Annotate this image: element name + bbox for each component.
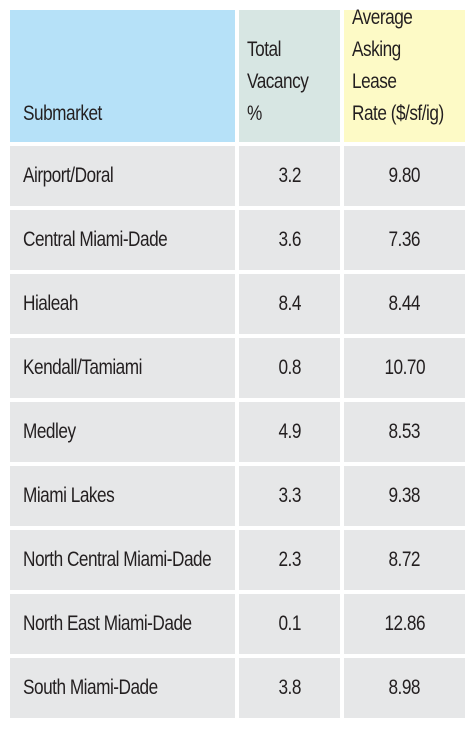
submarket-cell: North Central Miami-Dade xyxy=(10,530,235,590)
table-row: Airport/Doral 3.2 9.80 xyxy=(10,146,465,206)
header-vacancy-line2: Vacancy % xyxy=(247,70,309,125)
vacancy-cell: 4.9 xyxy=(239,402,340,462)
lease-rate-cell: 7.36 xyxy=(344,210,465,270)
table-row: North East Miami-Dade 0.1 12.86 xyxy=(10,594,465,654)
vacancy-cell: 3.2 xyxy=(239,146,340,206)
header-submarket: Submarket xyxy=(10,10,235,142)
header-submarket-label: Submarket xyxy=(23,102,102,125)
lease-rate-cell: 8.72 xyxy=(344,530,465,590)
submarket-cell-text: Hialeah xyxy=(23,292,78,315)
lease-rate-cell: 9.80 xyxy=(344,146,465,206)
header-rate-line2: Asking Lease xyxy=(352,38,401,93)
table-row: South Miami-Dade 3.8 8.98 xyxy=(10,658,465,718)
vacancy-cell-text: 2.3 xyxy=(278,548,301,571)
table-row: North Central Miami-Dade 2.3 8.72 xyxy=(10,530,465,590)
vacancy-cell-text: 3.8 xyxy=(278,676,301,699)
submarket-cell: Miami Lakes xyxy=(10,466,235,526)
vacancy-cell: 3.6 xyxy=(239,210,340,270)
lease-rate-cell-text: 10.70 xyxy=(384,356,425,379)
header-average-asking-lease-rate: Average Asking Lease Rate ($/sf/ig) xyxy=(344,6,465,142)
submarket-cell-text: North East Miami-Dade xyxy=(23,612,192,635)
table-body: Airport/Doral 3.2 9.80 Central Miami-Dade 3.… xyxy=(10,146,465,718)
lease-rate-cell: 10.70 xyxy=(344,338,465,398)
lease-rate-cell: 12.86 xyxy=(344,594,465,654)
table-row: Miami Lakes 3.3 9.38 xyxy=(10,466,465,526)
vacancy-cell: 0.8 xyxy=(239,338,340,398)
submarket-cell: North East Miami-Dade xyxy=(10,594,235,654)
submarket-cell: Airport/Doral xyxy=(10,146,235,206)
lease-rate-cell-text: 8.98 xyxy=(388,676,421,699)
submarket-cell-text: Central Miami-Dade xyxy=(23,228,168,251)
vacancy-cell-text: 3.3 xyxy=(278,484,301,507)
vacancy-cell: 3.3 xyxy=(239,466,340,526)
vacancy-cell-text: 3.2 xyxy=(278,164,301,187)
vacancy-cell: 2.3 xyxy=(239,530,340,590)
vacancy-cell-text: 0.1 xyxy=(278,612,301,635)
submarket-cell: South Miami-Dade xyxy=(10,658,235,718)
lease-rate-cell: 8.44 xyxy=(344,274,465,334)
lease-rate-cell-text: 9.80 xyxy=(388,164,421,187)
lease-rate-cell-text: 8.53 xyxy=(388,420,421,443)
lease-rate-cell-text: 8.72 xyxy=(388,548,421,571)
vacancy-cell-text: 4.9 xyxy=(278,420,301,443)
lease-rate-cell: 8.98 xyxy=(344,658,465,718)
table-row: Hialeah 8.4 8.44 xyxy=(10,274,465,334)
table-row: Central Miami-Dade 3.6 7.36 xyxy=(10,210,465,270)
submarket-cell: Central Miami-Dade xyxy=(10,210,235,270)
vacancy-cell-text: 3.6 xyxy=(278,228,301,251)
submarket-cell: Hialeah xyxy=(10,274,235,334)
submarket-cell-text: Miami Lakes xyxy=(23,484,115,507)
header-total-vacancy: Total Vacancy % xyxy=(239,10,340,142)
lease-rate-cell-text: 8.44 xyxy=(388,292,421,315)
vacancy-cell-text: 0.8 xyxy=(278,356,301,379)
table-row: Medley 4.9 8.53 xyxy=(10,402,465,462)
lease-rate-cell: 8.53 xyxy=(344,402,465,462)
vacancy-cell: 3.8 xyxy=(239,658,340,718)
lease-rate-cell-text: 12.86 xyxy=(384,612,425,635)
lease-rate-cell: 9.38 xyxy=(344,466,465,526)
header-rate-line1: Average xyxy=(352,6,413,29)
header-total-vacancy-label: Total Vacancy % xyxy=(247,34,323,130)
table-row: Kendall/Tamiami 0.8 10.70 xyxy=(10,338,465,398)
submarket-cell-text: Medley xyxy=(23,420,76,443)
header-rate-line3: Rate ($/sf/ig) xyxy=(352,102,444,125)
header-vacancy-line1: Total xyxy=(247,38,281,61)
lease-rate-cell-text: 7.36 xyxy=(388,228,421,251)
submarket-table: Submarket Total Vacancy % Average Asking… xyxy=(10,6,465,722)
submarket-cell-text: Airport/Doral xyxy=(23,164,114,187)
vacancy-cell: 0.1 xyxy=(239,594,340,654)
submarket-cell-text: Kendall/Tamiami xyxy=(23,356,142,379)
vacancy-cell: 8.4 xyxy=(239,274,340,334)
header-rate-label: Average Asking Lease Rate ($/sf/ig) xyxy=(352,2,445,130)
submarket-cell-text: South Miami-Dade xyxy=(23,676,158,699)
submarket-cell: Medley xyxy=(10,402,235,462)
submarket-cell-text: North Central Miami-Dade xyxy=(23,548,212,571)
vacancy-cell-text: 8.4 xyxy=(278,292,301,315)
table-header-row: Submarket Total Vacancy % Average Asking… xyxy=(10,6,465,142)
lease-rate-cell-text: 9.38 xyxy=(388,484,421,507)
submarket-cell: Kendall/Tamiami xyxy=(10,338,235,398)
